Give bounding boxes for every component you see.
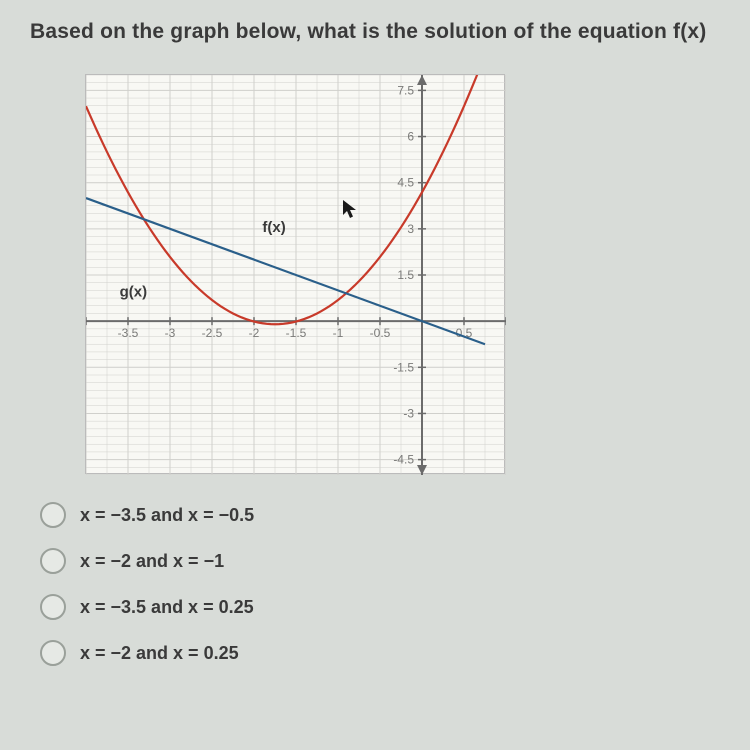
svg-text:-1: -1 — [333, 326, 344, 340]
svg-text:-3: -3 — [165, 326, 176, 340]
svg-text:1.5: 1.5 — [397, 268, 414, 282]
option-label: x = −2 and x = −1 — [80, 551, 224, 572]
svg-text:-0.5: -0.5 — [370, 326, 391, 340]
svg-text:-3.5: -3.5 — [118, 326, 139, 340]
graph-container: -3.5-3-2.5-2-1.5-1-0.50.57.564.531.5-1.5… — [85, 74, 720, 474]
graph: -3.5-3-2.5-2-1.5-1-0.50.57.564.531.5-1.5… — [85, 74, 505, 474]
radio-icon — [40, 502, 66, 528]
cursor-icon — [340, 199, 360, 219]
option-c[interactable]: x = −3.5 and x = 0.25 — [40, 594, 720, 620]
answer-options: x = −3.5 and x = −0.5 x = −2 and x = −1 … — [40, 502, 720, 666]
option-b[interactable]: x = −2 and x = −1 — [40, 548, 720, 574]
radio-icon — [40, 594, 66, 620]
radio-icon — [40, 640, 66, 666]
option-label: x = −2 and x = 0.25 — [80, 643, 239, 664]
svg-text:-4.5: -4.5 — [393, 453, 414, 467]
svg-text:6: 6 — [407, 130, 414, 144]
question-text: Based on the graph below, what is the so… — [30, 20, 720, 44]
svg-text:-1.5: -1.5 — [286, 326, 307, 340]
svg-text:4.5: 4.5 — [397, 176, 414, 190]
svg-text:g(x): g(x) — [120, 284, 148, 301]
option-d[interactable]: x = −2 and x = 0.25 — [40, 640, 720, 666]
option-label: x = −3.5 and x = 0.25 — [80, 597, 254, 618]
svg-text:-2: -2 — [249, 326, 260, 340]
svg-text:7.5: 7.5 — [397, 83, 414, 97]
svg-text:-3: -3 — [403, 406, 414, 420]
svg-text:-1.5: -1.5 — [393, 360, 414, 374]
option-label: x = −3.5 and x = −0.5 — [80, 505, 254, 526]
svg-text:3: 3 — [407, 222, 414, 236]
radio-icon — [40, 548, 66, 574]
chart-svg: -3.5-3-2.5-2-1.5-1-0.50.57.564.531.5-1.5… — [86, 75, 506, 475]
svg-text:f(x): f(x) — [262, 219, 285, 236]
svg-text:-2.5: -2.5 — [202, 326, 223, 340]
option-a[interactable]: x = −3.5 and x = −0.5 — [40, 502, 720, 528]
